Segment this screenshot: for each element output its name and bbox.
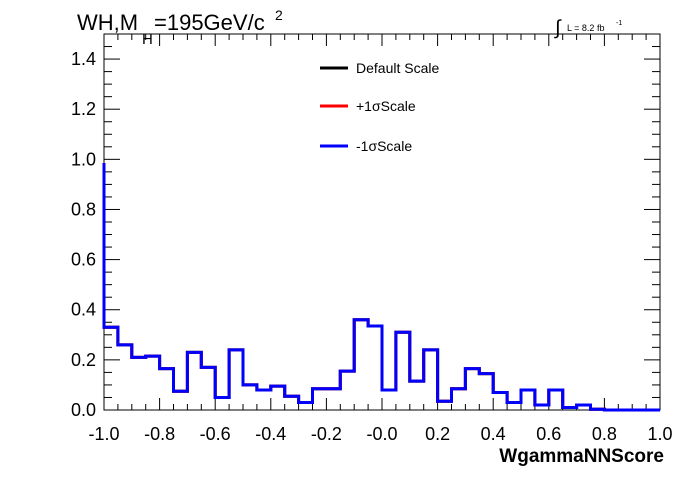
histogram-line-2: [102, 163, 660, 412]
luminosity-label: L = 8.2 fb: [567, 23, 604, 33]
chart-title-superscript: 2: [275, 7, 283, 23]
y-tick-label: 0.8: [71, 199, 96, 219]
x-tick-label: -1.0: [88, 424, 119, 444]
legend-label-default: Default Scale: [356, 60, 439, 76]
x-tick-label: -0.8: [144, 424, 175, 444]
legend: Default Scale +1σScale -1σScale: [320, 60, 439, 154]
x-axis-label: WgammaNNScore: [499, 446, 664, 467]
y-tick-label: 0.4: [71, 300, 96, 320]
x-tick-label: 0.6: [536, 424, 561, 444]
x-tick-label: -0.4: [255, 424, 286, 444]
y-tick-label: 0.0: [71, 400, 96, 420]
luminosity-superscript: -1: [616, 20, 622, 27]
chart-title-subscript: H: [142, 31, 153, 48]
y-tick-label: 0.6: [71, 250, 96, 270]
y-tick-label: 1.2: [71, 99, 96, 119]
legend-label-plus1sigma: +1σScale: [356, 98, 416, 114]
chart-title-main: WH,M: [77, 10, 138, 35]
x-tick-label: 0.2: [425, 424, 450, 444]
x-tick-label: 0.8: [592, 424, 617, 444]
x-tick-label: 0.4: [481, 424, 506, 444]
chart-title-tail: =195GeV/c: [154, 10, 265, 35]
y-tick-label: 0.2: [71, 350, 96, 370]
y-tick-label: 1.4: [71, 49, 96, 69]
x-tick-label: 1.0: [647, 424, 672, 444]
x-tick-label: -0.2: [311, 424, 342, 444]
y-tick-label: 1.0: [71, 149, 96, 169]
histogram-series: [102, 163, 660, 412]
x-tick-label: -0.0: [366, 424, 397, 444]
legend-label-minus1sigma: -1σScale: [356, 138, 412, 154]
x-tick-label: -0.6: [200, 424, 231, 444]
axis-tick-labels: -1.0 -0.8 -0.6 -0.4 -0.2 -0.0 0.2 0.4 0.6 0.8 1.0 0…: [71, 49, 673, 444]
integral-symbol: ∫: [554, 17, 562, 39]
